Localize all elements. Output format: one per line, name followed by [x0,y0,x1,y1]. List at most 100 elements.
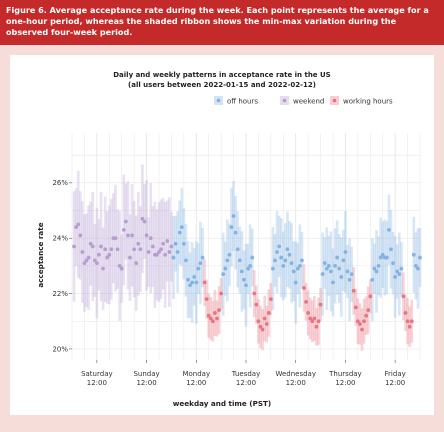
data-point [401,294,406,299]
data-point [248,263,253,268]
data-point [72,244,76,249]
data-point [345,269,350,274]
data-point [202,280,207,285]
data-point [74,225,79,230]
data-point [119,266,124,271]
data-point [198,261,203,266]
data-point [157,250,161,254]
data-point [300,258,304,263]
data-point [291,269,296,274]
data-point [407,324,412,329]
data-point [184,258,188,263]
data-point [126,233,130,238]
data-point [258,324,263,329]
data-point [322,261,327,266]
x-tick-label-day: Thursday [328,370,362,378]
data-point [186,277,190,282]
data-point [395,269,400,274]
y-tick-label: 20% [52,345,68,353]
data-point [144,233,149,238]
data-point [130,233,134,238]
data-point [366,308,371,313]
data-point [355,319,360,324]
data-point [262,316,267,321]
data-point [219,291,224,296]
data-point [175,250,180,254]
data-point [397,272,402,277]
data-point [343,250,348,254]
chart-subtitle: (all users between 2022-01-15 and 2022-0… [128,81,316,89]
x-tick-label-time: 12:00 [186,379,206,387]
data-point [312,316,317,321]
legend-marker [332,98,337,103]
data-point [177,230,182,235]
data-point [136,241,141,246]
data-point [364,313,369,318]
data-point [117,263,122,268]
data-point [337,266,342,271]
data-point [331,280,335,285]
data-point [403,311,408,315]
data-point [316,319,321,324]
data-point [173,241,178,246]
y-axis-label: acceptance rate [36,222,45,287]
data-point [380,252,385,257]
x-tick-label-day: Saturday [81,370,113,378]
legend-label: weekend [293,98,324,106]
data-point [188,283,192,288]
data-point [84,258,89,263]
legend-marker [216,98,221,103]
y-tick-label: 22% [52,290,68,298]
data-point [233,230,238,235]
data-point [314,324,319,329]
legend-label: working hours [343,98,393,106]
data-point [347,277,352,282]
data-point [297,263,302,268]
data-point [242,277,246,282]
data-point [266,311,271,315]
data-point [326,263,331,268]
y-tick-label: 24% [52,235,68,243]
data-point [142,219,147,224]
data-point [285,247,290,252]
data-point [78,233,83,238]
acceptance-rate-chart: Daily and weekly patterns in acceptance … [36,71,422,408]
data-point [416,266,420,271]
figure-caption: Figure 6. Average acceptance rate during… [0,0,444,45]
data-point [335,255,340,260]
data-point [134,261,139,266]
data-point [82,261,87,266]
data-point [169,244,174,249]
data-point [341,258,346,263]
data-point [295,266,300,271]
data-point [370,277,375,282]
data-point [306,311,311,315]
data-point [378,255,383,260]
data-point [221,272,226,277]
data-point [279,255,284,260]
data-point [308,316,313,321]
data-point [387,227,391,232]
x-tick-label-time: 12:00 [385,379,405,387]
data-point [99,244,103,249]
data-point [277,244,282,249]
data-point [92,258,97,263]
data-point [217,308,221,313]
data-point [206,313,211,318]
data-point [107,252,112,257]
data-point [252,291,257,296]
data-point [97,252,101,257]
data-point [109,247,114,252]
data-point [159,247,163,252]
data-point [320,272,325,277]
data-point [210,319,215,324]
data-point [194,280,199,285]
data-point [231,214,236,218]
data-point [304,299,308,304]
x-tick-label-day: Monday [182,370,210,378]
data-point [179,225,184,230]
data-point [204,297,209,301]
data-point [155,252,159,257]
data-point [171,255,176,260]
data-point [339,275,344,279]
